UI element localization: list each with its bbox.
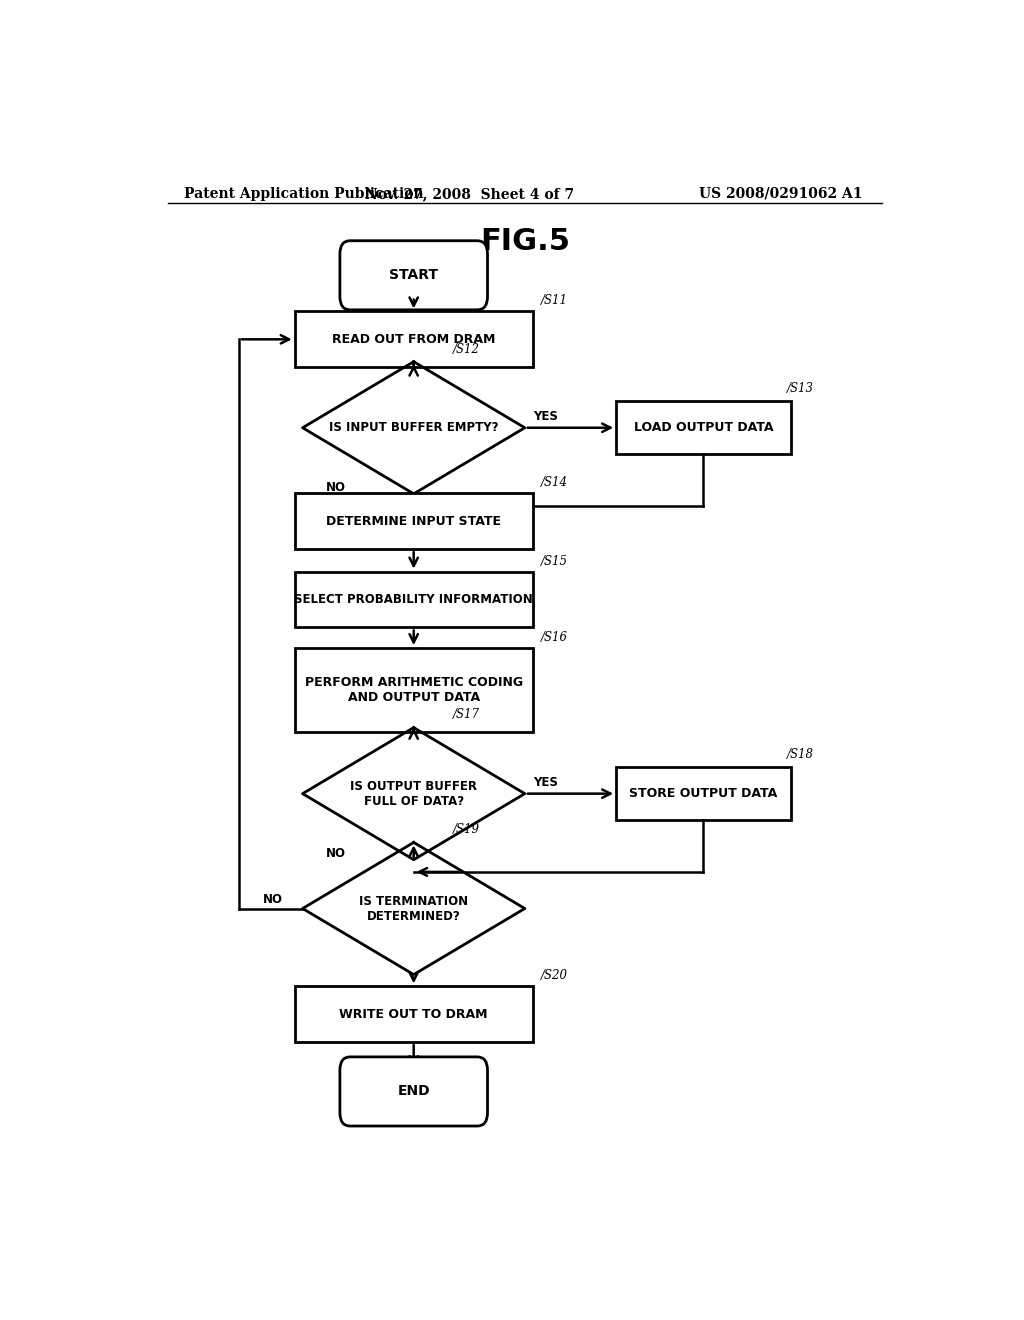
- FancyBboxPatch shape: [616, 767, 791, 820]
- Text: DETERMINE INPUT STATE: DETERMINE INPUT STATE: [327, 515, 501, 528]
- Text: SELECT PROBABILITY INFORMATION: SELECT PROBABILITY INFORMATION: [294, 593, 534, 606]
- FancyBboxPatch shape: [616, 401, 791, 454]
- Text: YES: YES: [532, 411, 558, 424]
- Text: LOAD OUTPUT DATA: LOAD OUTPUT DATA: [634, 421, 773, 434]
- Polygon shape: [303, 362, 524, 494]
- Text: PERFORM ARITHMETIC CODING
AND OUTPUT DATA: PERFORM ARITHMETIC CODING AND OUTPUT DAT…: [304, 676, 523, 704]
- FancyBboxPatch shape: [295, 648, 532, 731]
- Text: Patent Application Publication: Patent Application Publication: [183, 187, 423, 201]
- Text: END: END: [397, 1085, 430, 1098]
- Text: READ OUT FROM DRAM: READ OUT FROM DRAM: [332, 333, 496, 346]
- Text: /S20: /S20: [541, 969, 567, 982]
- Text: /S15: /S15: [541, 554, 567, 568]
- Polygon shape: [303, 842, 524, 974]
- FancyBboxPatch shape: [295, 986, 532, 1043]
- Text: Nov. 27, 2008  Sheet 4 of 7: Nov. 27, 2008 Sheet 4 of 7: [365, 187, 573, 201]
- FancyBboxPatch shape: [295, 312, 532, 367]
- Text: START: START: [389, 268, 438, 282]
- Text: STORE OUTPUT DATA: STORE OUTPUT DATA: [629, 787, 777, 800]
- Polygon shape: [303, 727, 524, 859]
- FancyBboxPatch shape: [340, 240, 487, 310]
- Text: /S16: /S16: [541, 631, 567, 644]
- Text: NO: NO: [263, 892, 283, 906]
- Text: /S12: /S12: [454, 343, 480, 355]
- Text: /S13: /S13: [786, 383, 814, 395]
- Text: /S19: /S19: [454, 824, 480, 837]
- Text: US 2008/0291062 A1: US 2008/0291062 A1: [699, 187, 863, 201]
- Text: /S14: /S14: [541, 477, 567, 490]
- Text: NO: NO: [327, 847, 346, 861]
- Text: FIG.5: FIG.5: [480, 227, 569, 256]
- Text: /S11: /S11: [541, 294, 567, 308]
- FancyBboxPatch shape: [295, 572, 532, 627]
- Text: NO: NO: [327, 482, 346, 494]
- FancyBboxPatch shape: [340, 1057, 487, 1126]
- Text: /S18: /S18: [786, 748, 814, 762]
- Text: IS OUTPUT BUFFER
FULL OF DATA?: IS OUTPUT BUFFER FULL OF DATA?: [350, 780, 477, 808]
- Text: WRITE OUT TO DRAM: WRITE OUT TO DRAM: [339, 1007, 488, 1020]
- Text: IS TERMINATION
DETERMINED?: IS TERMINATION DETERMINED?: [359, 895, 468, 923]
- Text: /S17: /S17: [454, 709, 480, 722]
- Text: IS INPUT BUFFER EMPTY?: IS INPUT BUFFER EMPTY?: [329, 421, 499, 434]
- Text: YES: YES: [532, 776, 558, 789]
- FancyBboxPatch shape: [295, 494, 532, 549]
- Text: YES: YES: [370, 986, 394, 999]
